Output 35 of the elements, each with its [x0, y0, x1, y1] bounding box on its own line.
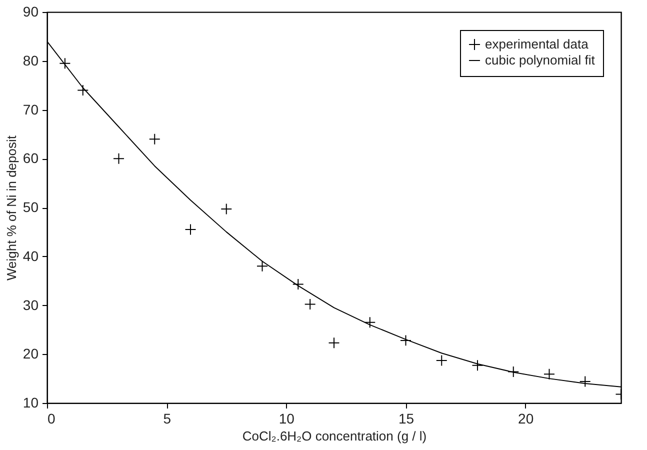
y-tick-label: 10 — [22, 394, 39, 410]
point — [77, 84, 89, 96]
y-tick-label: 50 — [22, 199, 39, 215]
point — [113, 152, 124, 164]
point — [364, 316, 376, 328]
legend-label: experimental data — [485, 36, 590, 52]
point — [292, 278, 304, 290]
y-tick-label: 60 — [22, 150, 39, 166]
y-tick-label: 40 — [22, 248, 39, 264]
x-tick-label: 0 — [48, 410, 56, 426]
y-axis-title: Weight % of Ni in deposit — [4, 135, 19, 280]
point — [472, 360, 484, 372]
point — [184, 224, 196, 236]
x-tick-label: 5 — [163, 410, 172, 426]
x-tick-label: 10 — [278, 410, 295, 426]
x-tick-label: 20 — [518, 410, 534, 426]
point — [436, 354, 448, 366]
y-tick-label: 80 — [22, 52, 39, 68]
legend-label: cubic polynomial fit — [485, 52, 596, 68]
point — [59, 58, 71, 70]
y-tick-label: 30 — [22, 296, 39, 313]
x-tick-label: 15 — [398, 410, 414, 426]
point — [508, 366, 520, 378]
point — [220, 203, 232, 215]
point — [148, 133, 160, 145]
point — [544, 368, 555, 380]
point — [400, 334, 412, 346]
y-tick-label: 70 — [22, 101, 39, 118]
y-tick-label: 90 — [22, 4, 39, 20]
point — [304, 298, 316, 310]
point — [328, 337, 340, 349]
point — [256, 260, 268, 272]
point — [579, 376, 591, 388]
x-axis-title: CoCl₂.6H₂O concentration (g / l) — [242, 428, 427, 444]
y-tick-label: 20 — [22, 346, 39, 362]
